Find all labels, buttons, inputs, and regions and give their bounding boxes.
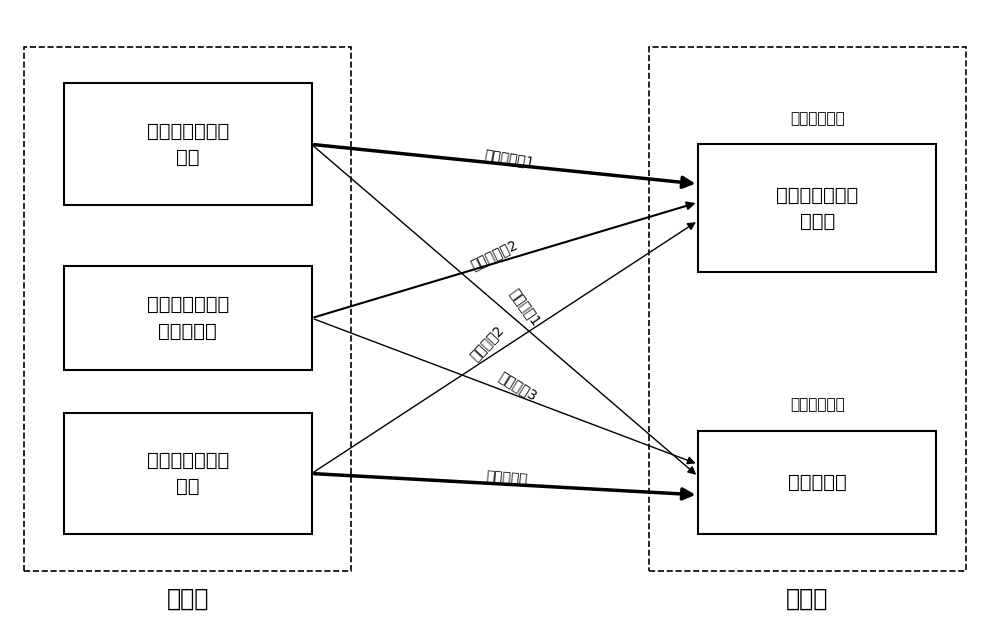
Bar: [64, 413, 312, 535]
Text: 调节一级网供水
阀门: 调节一级网供水 阀门: [146, 122, 229, 167]
Text: 耦合通道2: 耦合通道2: [467, 323, 506, 363]
Text: 控制量: 控制量: [166, 586, 209, 611]
Bar: [649, 47, 966, 571]
Text: 质调回路控制: 质调回路控制: [790, 111, 845, 126]
Bar: [64, 266, 312, 370]
Text: 耦合通道3: 耦合通道3: [496, 369, 540, 403]
Bar: [24, 47, 351, 571]
Text: 量调回路控制: 量调回路控制: [790, 397, 845, 413]
Bar: [698, 145, 936, 273]
Text: 质调主通道2: 质调主通道2: [468, 237, 520, 272]
Text: 二级网供水的混
水温度: 二级网供水的混 水温度: [776, 185, 858, 231]
Bar: [64, 83, 312, 205]
Bar: [698, 431, 936, 535]
Text: 被控量: 被控量: [786, 586, 829, 611]
Text: 量调主通道: 量调主通道: [486, 469, 529, 487]
Text: 二级网流量: 二级网流量: [788, 473, 847, 492]
Text: 耦合通道1: 耦合通道1: [507, 286, 543, 328]
Text: 调节二级网循环
水泵: 调节二级网循环 水泵: [146, 451, 229, 496]
Text: 质调主通道1: 质调主通道1: [483, 147, 535, 169]
Text: 调节调峰炉台数
及炉嘴数量: 调节调峰炉台数 及炉嘴数量: [146, 295, 229, 341]
